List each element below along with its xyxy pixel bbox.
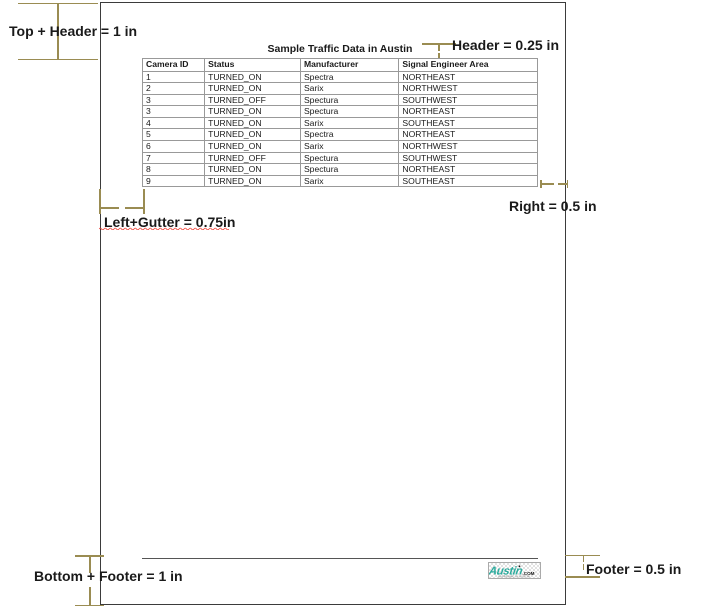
- svg-text:HAPPENING IN AUSTIN: HAPPENING IN AUSTIN: [498, 575, 530, 578]
